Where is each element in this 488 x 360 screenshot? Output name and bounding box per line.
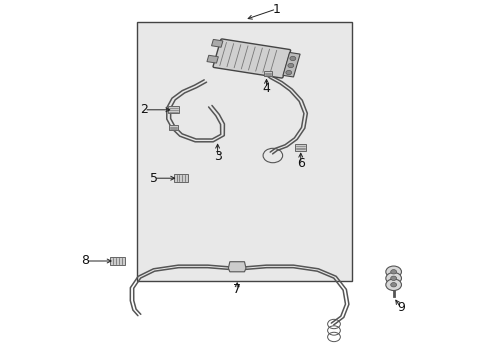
FancyBboxPatch shape <box>213 39 290 78</box>
Bar <box>211 39 223 47</box>
Bar <box>283 53 300 77</box>
Text: 6: 6 <box>296 157 304 170</box>
Text: 1: 1 <box>272 3 280 15</box>
Text: 9: 9 <box>396 301 404 314</box>
Text: 2: 2 <box>140 103 148 116</box>
Circle shape <box>390 270 396 274</box>
Bar <box>173 174 188 182</box>
Text: 5: 5 <box>150 172 158 185</box>
Text: 4: 4 <box>262 82 270 95</box>
Circle shape <box>385 266 401 278</box>
Bar <box>168 106 179 113</box>
Circle shape <box>385 273 401 284</box>
Text: 7: 7 <box>233 283 241 296</box>
Circle shape <box>385 279 401 291</box>
Circle shape <box>390 276 396 280</box>
Bar <box>263 71 272 76</box>
Circle shape <box>390 283 396 287</box>
Bar <box>137 22 351 281</box>
Polygon shape <box>228 262 245 272</box>
Text: 3: 3 <box>213 150 221 163</box>
Bar <box>110 257 124 265</box>
Bar <box>169 125 178 130</box>
Bar <box>206 55 218 63</box>
Circle shape <box>287 63 293 68</box>
Circle shape <box>289 56 295 60</box>
Circle shape <box>285 71 291 75</box>
Bar <box>295 144 305 151</box>
Text: 8: 8 <box>81 255 89 267</box>
